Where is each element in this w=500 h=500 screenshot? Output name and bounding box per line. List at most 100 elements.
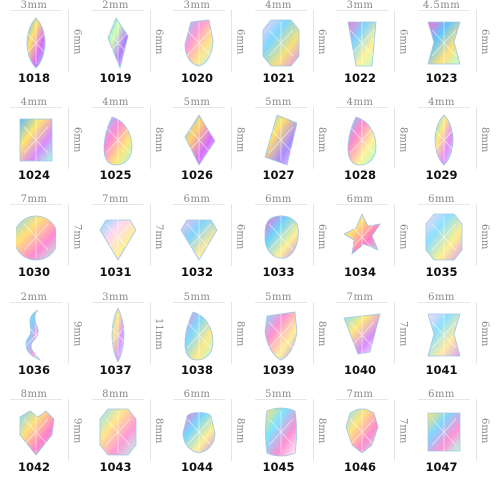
product-code: 1042 (18, 459, 51, 474)
height-rule (231, 398, 232, 461)
width-rule (336, 301, 388, 303)
width-rule (417, 204, 470, 206)
height-rule (312, 107, 314, 170)
width-rule (10, 398, 62, 400)
product-code: 1025 (99, 168, 132, 183)
width-label: 7mm (346, 388, 374, 400)
product-tile: 7mm 7mm 1046 (330, 389, 411, 486)
height-rule (68, 204, 69, 267)
width-label: 5mm (183, 291, 211, 303)
product-tile: 7mm 7mm 1040 (330, 292, 411, 389)
height-label: 8mm (153, 126, 164, 152)
height-label: 6mm (316, 29, 327, 55)
product-tile: 6mm 6mm 1033 (249, 194, 330, 291)
product-code: 1021 (262, 71, 295, 85)
product-tile: 7mm 7mm 1031 (86, 194, 167, 291)
height-label: 6mm (479, 320, 490, 347)
product-tile: 5mm 8mm 1045 (249, 389, 330, 486)
height-rule (149, 301, 151, 364)
height-label: 8mm (479, 126, 490, 152)
product-code: 1020 (181, 71, 214, 85)
width-rule (254, 204, 307, 206)
product-tile: 3mm 11mm 1037 (86, 292, 167, 389)
width-rule (173, 107, 225, 109)
height-rule (149, 10, 151, 72)
height-label: 7mm (397, 320, 409, 347)
product-code: 1036 (18, 362, 51, 377)
product-tile: 6mm 6mm 1035 (412, 194, 493, 291)
width-rule (417, 107, 470, 109)
rhinestone-image (347, 21, 377, 67)
height-rule (394, 10, 395, 72)
width-label: 3mm (20, 0, 48, 11)
height-label: 8mm (397, 126, 409, 152)
rhinestone-image (264, 311, 297, 361)
height-label: 6mm (479, 418, 490, 444)
width-rule (91, 107, 144, 109)
rhinestone-image (427, 410, 460, 453)
rhinestone-image (23, 17, 49, 69)
width-label: 7mm (346, 291, 374, 303)
height-label: 7mm (71, 223, 83, 250)
height-rule (394, 107, 395, 170)
width-rule (91, 398, 144, 400)
width-rule (336, 398, 388, 400)
height-label: 6mm (397, 223, 409, 250)
height-rule (475, 398, 477, 461)
width-label: 3mm (183, 0, 211, 11)
product-code: 1026 (181, 168, 214, 183)
height-rule (312, 301, 314, 364)
width-label: 4mm (428, 97, 455, 109)
width-label: 3mm (346, 0, 374, 11)
width-label: 4mm (102, 97, 129, 109)
width-rule (254, 301, 307, 303)
product-code: 1019 (99, 71, 132, 85)
height-rule (312, 10, 314, 72)
rhinestone-image (184, 311, 214, 360)
product-code: 1024 (18, 168, 51, 183)
width-label: 2mm (20, 291, 48, 303)
product-tile: 7mm 7mm 1030 (4, 194, 85, 291)
width-label: 6mm (265, 194, 292, 206)
width-label: 6mm (183, 194, 211, 206)
width-rule (336, 10, 388, 11)
product-code: 1037 (99, 362, 132, 377)
product-code: 1040 (344, 362, 377, 377)
width-rule (173, 10, 225, 11)
product-code: 1018 (18, 71, 51, 85)
width-label: 6mm (183, 388, 211, 400)
product-code: 1047 (425, 459, 458, 474)
width-rule (336, 204, 388, 206)
width-label: 4mm (265, 0, 292, 11)
height-rule (68, 10, 69, 72)
product-tile: 5mm 8mm 1027 (249, 97, 330, 194)
width-rule (10, 107, 62, 109)
height-label: 7mm (153, 223, 164, 250)
width-label: 4.5mm (422, 0, 461, 11)
rhinestone-image (345, 408, 379, 454)
width-rule (254, 398, 307, 400)
product-tile: 5mm 8mm 1038 (167, 292, 248, 389)
product-code: 1043 (99, 459, 132, 474)
height-rule (149, 107, 151, 170)
product-code: 1039 (262, 362, 295, 377)
height-rule (475, 301, 477, 364)
product-code: 1033 (262, 265, 295, 280)
width-rule (10, 204, 62, 206)
rhinestone-image (262, 19, 299, 67)
product-code: 1023 (425, 71, 458, 85)
rhinestone-image (99, 408, 136, 456)
product-code: 1028 (344, 168, 377, 183)
width-label: 5mm (265, 291, 292, 303)
product-code: 1027 (262, 168, 295, 183)
height-label: 6mm (153, 29, 164, 55)
height-rule (475, 204, 477, 267)
height-rule (475, 10, 477, 72)
product-tile: 4mm 8mm 1025 (86, 97, 167, 194)
product-tile: 2mm 6mm 1019 (86, 0, 167, 97)
height-label: 8mm (316, 320, 327, 347)
height-label: 6mm (71, 126, 83, 152)
width-rule (10, 10, 62, 11)
rhinestone-image (431, 114, 456, 166)
